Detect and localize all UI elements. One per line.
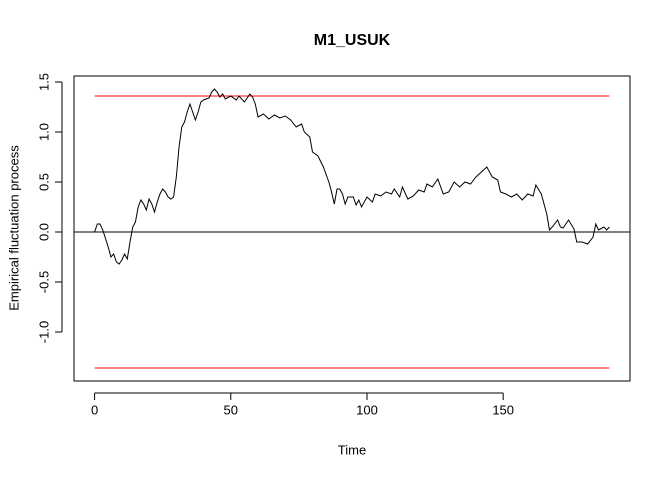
fluctuation-line — [94, 88, 610, 265]
x-tick-label: 0 — [91, 402, 98, 417]
y-tick-label: 1.5 — [36, 73, 51, 91]
y-tick-label: -1.0 — [36, 321, 51, 343]
y-tick-label: 1.0 — [36, 123, 51, 141]
chart-title: M1_USUK — [314, 32, 391, 49]
y-tick-label: -0.5 — [36, 271, 51, 293]
x-tick-label: 50 — [224, 402, 238, 417]
y-tick-label: 0.5 — [36, 173, 51, 191]
y-tick-label: 0.0 — [36, 223, 51, 241]
x-tick-label: 150 — [492, 402, 514, 417]
x-axis-label: Time — [338, 442, 366, 457]
x-tick-label: 100 — [356, 402, 378, 417]
y-axis-label: Empirical fluctuation process — [6, 145, 21, 311]
plot-box — [73, 75, 631, 382]
